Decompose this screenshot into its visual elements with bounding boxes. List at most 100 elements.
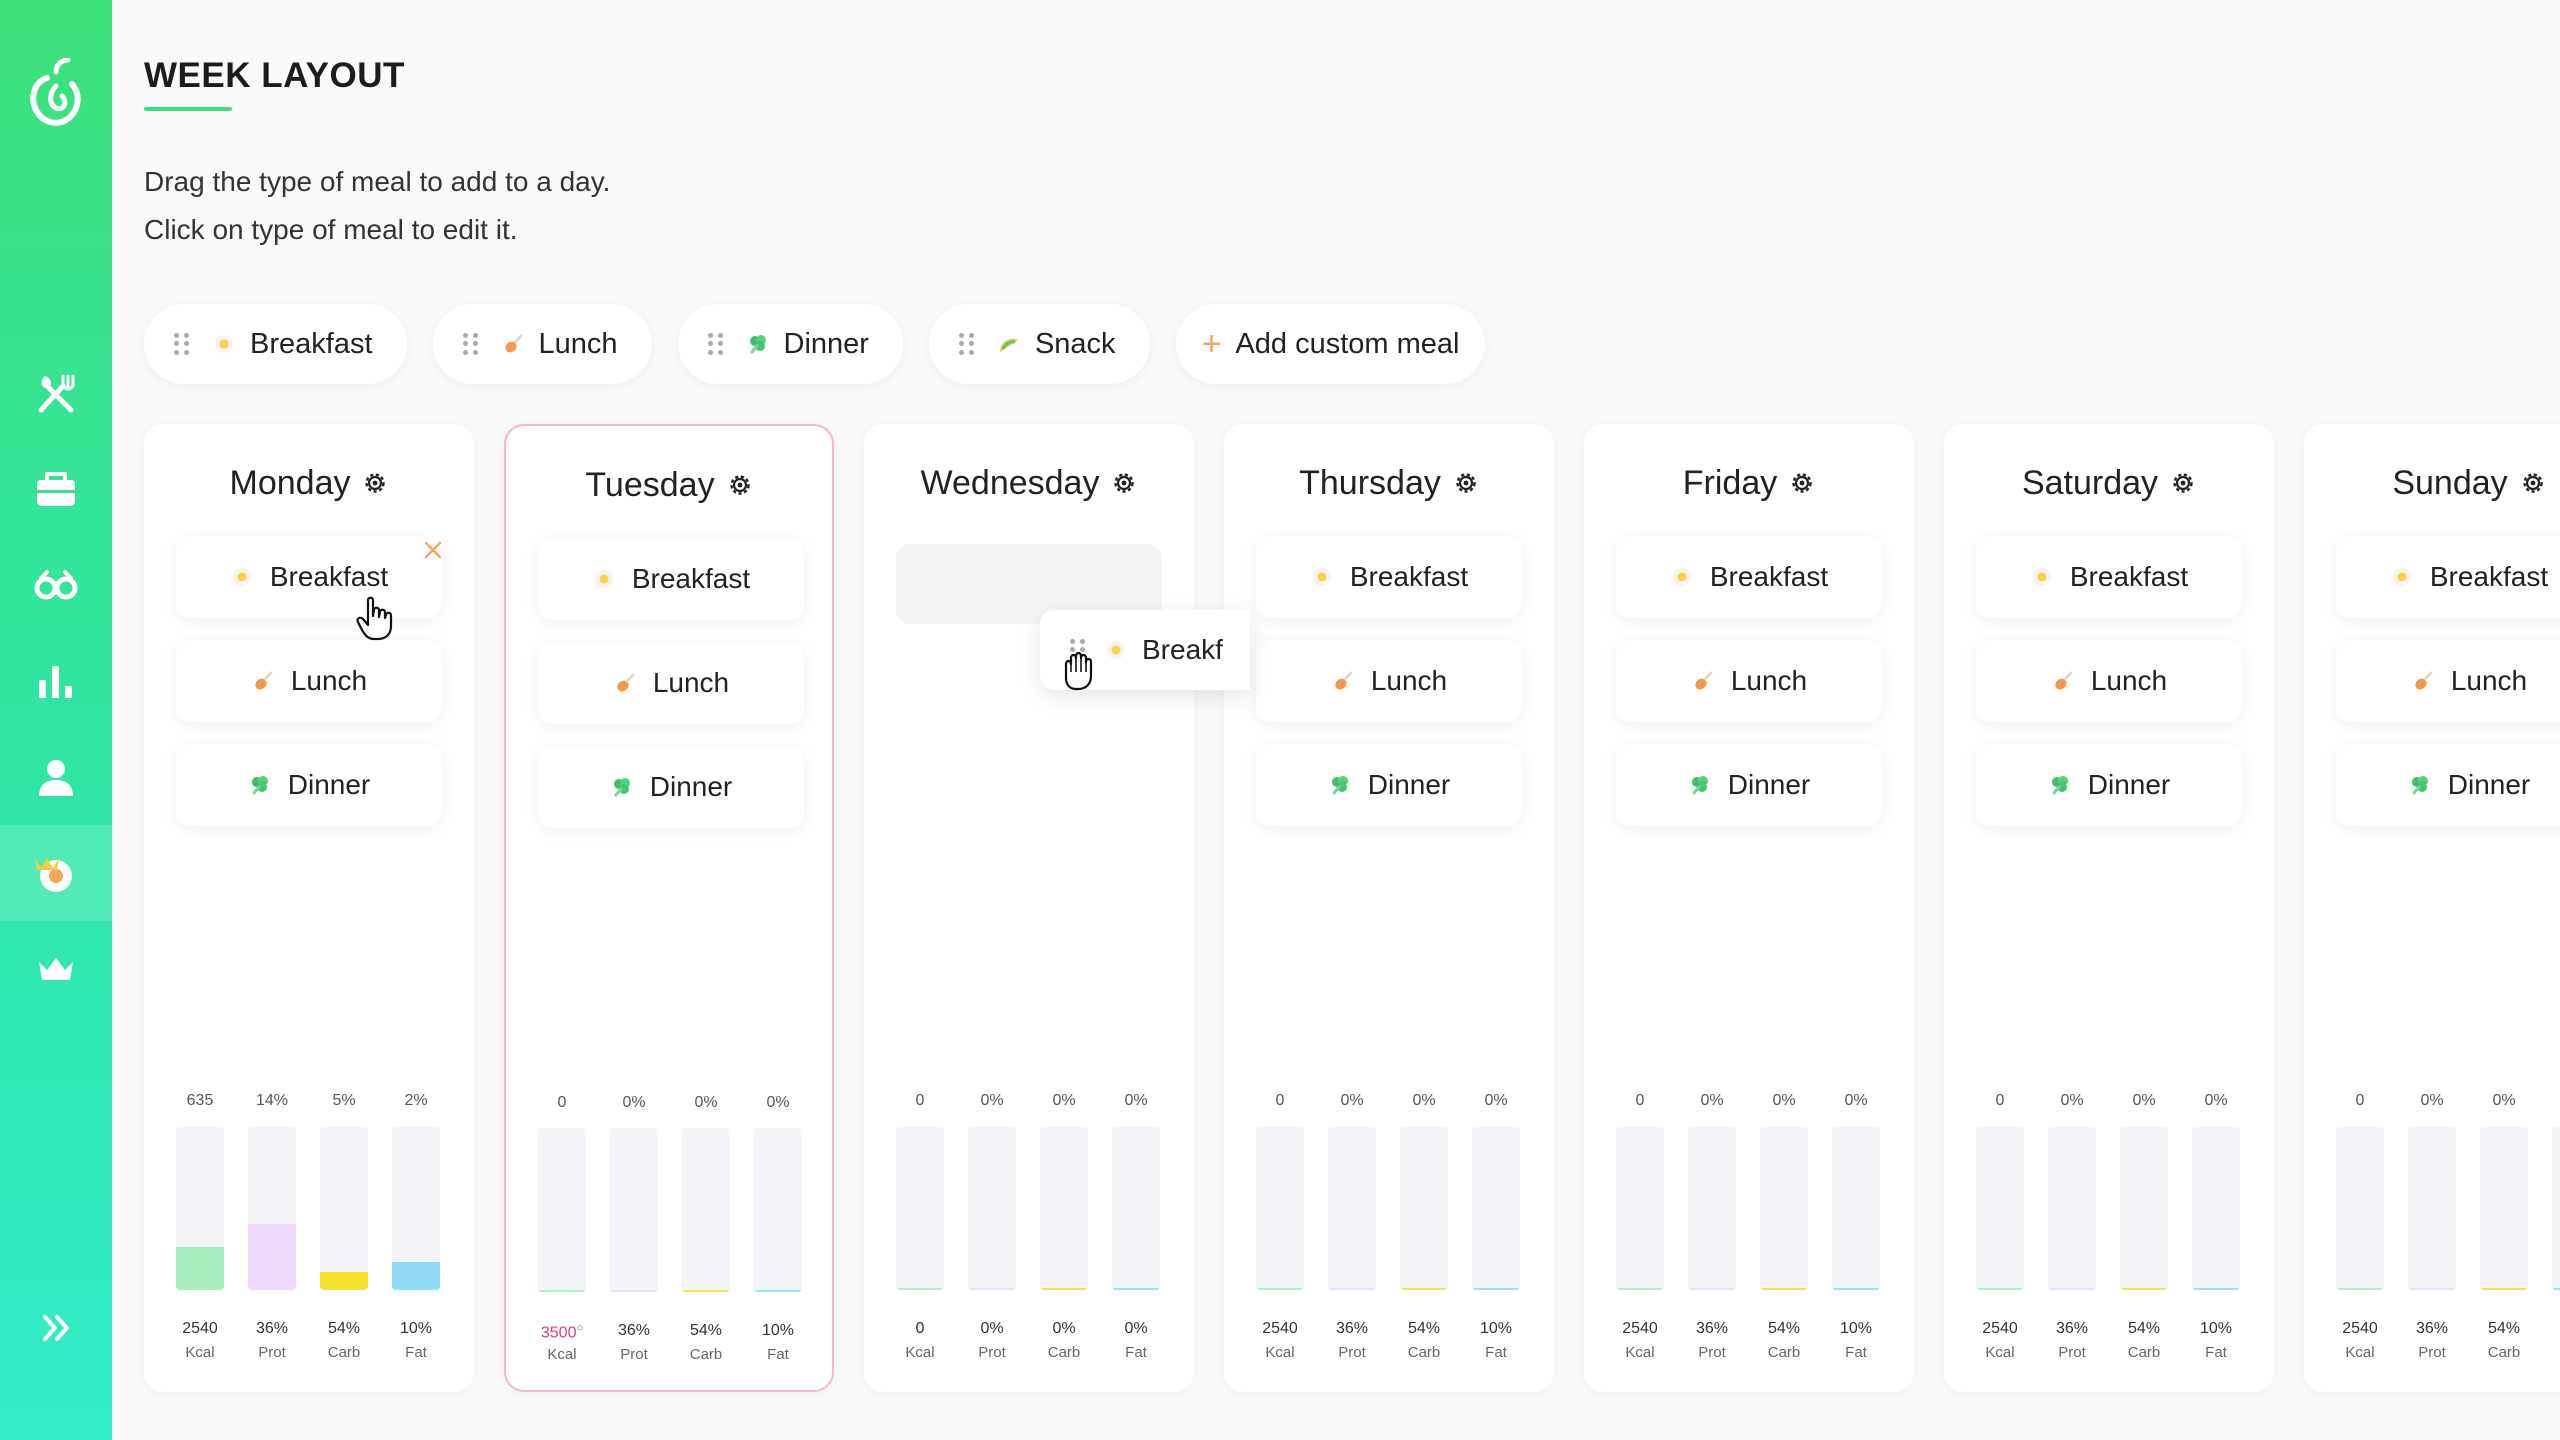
stat-kcal-fill <box>1616 1288 1664 1290</box>
stat-carb-value: 54% <box>689 1322 723 1339</box>
fork-knife-icon <box>38 374 75 413</box>
stat-kcal-fill <box>2336 1288 2384 1290</box>
chip-breakfast[interactable]: Breakfast <box>144 304 407 384</box>
meal-card-dinner[interactable]: Dinner <box>2336 744 2560 826</box>
day-column-thursday[interactable]: Thursday Breakfast Lunch Dinner 0 2540 Kcal 0% 3… <box>1224 424 1554 1392</box>
stat-kcal-fill <box>1256 1288 1304 1290</box>
stat-kcal-percent: 0 <box>915 1092 925 1109</box>
day-column-wednesday[interactable]: Wednesday 0 0 Kcal 0% 0% Prot 0% 0% Carb 0% 0% Fat <box>864 424 1194 1392</box>
stat-carb-fill <box>2120 1288 2168 1290</box>
meal-card-dinner[interactable]: Dinner <box>1616 744 1882 826</box>
stat-prot-value: 0% <box>980 1320 1004 1337</box>
meal-label: Lunch <box>2090 665 2168 696</box>
day-column-sunday[interactable]: Sunday Breakfast Lunch Dinner 0 2540 Kcal 0% 36%… <box>2304 424 2560 1392</box>
stat-kcal-value: 2540 <box>1622 1320 1658 1337</box>
nav-stats[interactable] <box>0 633 112 729</box>
meal-card-lunch[interactable]: Lunch <box>1976 640 2242 722</box>
drag-handle-icon[interactable] <box>1070 639 1086 661</box>
stat-carb-label: Carb <box>2487 1344 2521 1361</box>
gear-icon[interactable] <box>1453 470 1479 496</box>
stat-fat-fill <box>2192 1288 2240 1290</box>
meal-card-breakfast[interactable]: Breakfast <box>1616 536 1882 618</box>
expand-sidebar-button[interactable] <box>0 1280 112 1376</box>
drag-handle-icon[interactable] <box>707 333 724 355</box>
stat-kcal-label: Kcal <box>547 1346 577 1363</box>
gear-icon[interactable] <box>2520 470 2546 496</box>
drag-handle-icon[interactable] <box>462 333 479 355</box>
drag-handle-icon[interactable] <box>174 333 190 355</box>
meal-card-breakfast[interactable]: Breakfast <box>1976 536 2242 618</box>
meal-card-breakfast[interactable]: Breakfast <box>538 538 804 620</box>
day-column-friday[interactable]: Friday Breakfast Lunch Dinner 0 2540 Kcal 0% 36%… <box>1584 424 1914 1392</box>
meal-card-dinner[interactable]: Dinner <box>176 744 442 826</box>
egg-icon <box>232 568 251 586</box>
instruction-edit: Click on type of meal to edit it. <box>144 214 518 245</box>
gear-icon[interactable] <box>2170 470 2196 496</box>
stat-prot-percent: 0% <box>980 1092 1004 1109</box>
meal-card-lunch[interactable]: Lunch <box>538 642 804 724</box>
broccoli-icon <box>251 776 268 795</box>
nav-meals[interactable] <box>0 345 112 441</box>
meal-card-dinner[interactable]: Dinner <box>1256 744 1522 826</box>
drag-handle-icon[interactable] <box>958 333 975 355</box>
meal-card-lunch[interactable]: Lunch <box>1616 640 1882 722</box>
day-column-monday[interactable]: Monday Breakfast Lunch Dinner 635 2540 Kcal 14%… <box>144 424 474 1392</box>
page-title: WEEK LAYOUT <box>144 56 405 95</box>
nav-discover[interactable] <box>0 537 112 633</box>
nav-profile[interactable] <box>0 729 112 825</box>
meal-card-breakfast[interactable]: Breakfast <box>176 536 442 618</box>
gear-icon[interactable] <box>727 472 753 498</box>
add-custom-meal-button[interactable]: + Add custom meal <box>1175 304 1486 384</box>
nav-meal-plan[interactable] <box>0 825 112 921</box>
dragging-breakfast-chip[interactable]: Breakf <box>1040 610 1250 690</box>
gear-icon[interactable] <box>1111 470 1137 496</box>
broccoli-icon <box>749 335 766 354</box>
chip-snack[interactable]: Snack <box>928 304 1150 384</box>
stat-prot-fill <box>1328 1288 1376 1290</box>
nav-premium[interactable] <box>0 921 112 1017</box>
stat-prot-fill <box>248 1224 296 1290</box>
meal-card-breakfast[interactable]: Breakfast <box>2336 536 2560 618</box>
stat-fat-value: 10% <box>761 1322 795 1339</box>
stat-carb-percent: 0% <box>2132 1092 2156 1109</box>
meal-card-dinner[interactable]: Dinner <box>1976 744 2242 826</box>
meal-card-breakfast[interactable]: Breakfast <box>1256 536 1522 618</box>
day-column-tuesday[interactable]: Tuesday Breakfast Lunch Dinner 0 3500○ Kcal 0% 3… <box>504 424 834 1392</box>
stat-kcal-value: 2540 <box>1982 1320 2018 1337</box>
gear-icon[interactable] <box>362 470 388 496</box>
day-name: Wednesday <box>920 463 1100 502</box>
stat-fat-percent: 0% <box>1484 1092 1508 1109</box>
stat-prot-percent: 0% <box>2060 1092 2084 1109</box>
meal-card-dinner[interactable]: Dinner <box>538 746 804 828</box>
stat-carb-label: Carb <box>689 1346 723 1363</box>
stat-prot-fill <box>968 1288 1016 1290</box>
apple-logo-icon[interactable] <box>26 58 86 128</box>
title-underline <box>144 107 232 111</box>
stat-kcal-percent: 0 <box>1635 1092 1645 1109</box>
plate-crown-icon <box>35 858 72 892</box>
chip-dinner[interactable]: Dinner <box>677 304 903 384</box>
nav-recipes[interactable] <box>0 441 112 537</box>
egg-icon <box>215 335 233 353</box>
stat-prot-bar <box>2048 1126 2096 1290</box>
stat-kcal-fill <box>538 1290 586 1292</box>
stat-prot-bar <box>1328 1126 1376 1290</box>
close-icon[interactable] <box>421 538 445 562</box>
drumstick-icon <box>617 673 635 692</box>
stat-carb-percent: 0% <box>694 1094 718 1111</box>
stat-fat-bar <box>754 1128 802 1292</box>
stat-carb-fill <box>320 1272 368 1290</box>
meal-card-lunch[interactable]: Lunch <box>1256 640 1522 722</box>
meal-card-lunch[interactable]: Lunch <box>2336 640 2560 722</box>
chip-label: Add custom meal <box>1235 327 1460 360</box>
stat-fat-label: Fat <box>2205 1344 2227 1361</box>
day-column-saturday[interactable]: Saturday Breakfast Lunch Dinner 0 2540 Kcal 0% 3… <box>1944 424 2274 1392</box>
meal-label: Breakfast <box>631 563 751 594</box>
stat-kcal-bar <box>1256 1126 1304 1290</box>
instruction-drag: Drag the type of meal to add to a day. <box>144 166 611 197</box>
chip-lunch[interactable]: Lunch <box>432 304 652 384</box>
stat-fat-fill <box>1472 1288 1520 1290</box>
meal-label: Lunch <box>1730 665 1808 696</box>
gear-icon[interactable] <box>1789 470 1815 496</box>
meal-card-lunch[interactable]: Lunch <box>176 640 442 722</box>
